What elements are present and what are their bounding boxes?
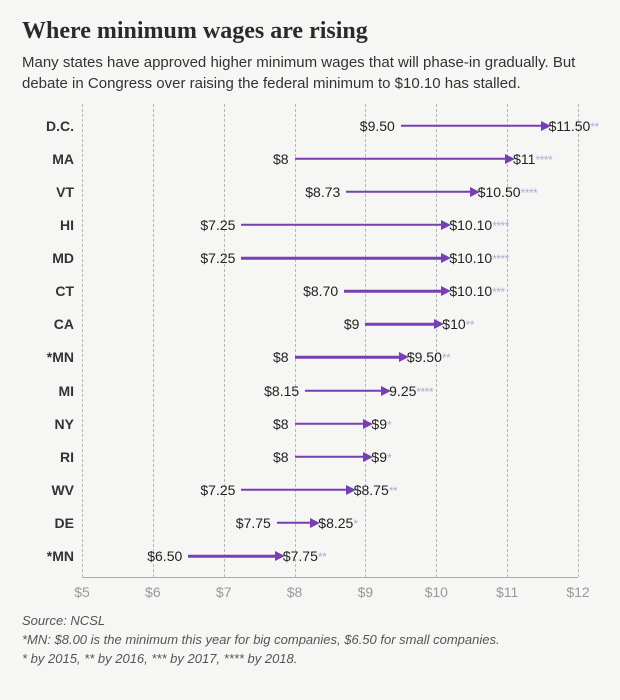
x-tick-label: $6 [145,584,161,600]
end-value-label: $9* [365,416,391,432]
row-state-label: MA [22,151,74,167]
start-value-label: $8 [273,151,295,167]
end-value-label: $9* [365,449,391,465]
end-value-label: $9.50** [401,349,450,365]
grid-line [578,104,579,577]
arrow-line [346,191,471,194]
arrow-line [277,522,312,525]
start-value-label: $7.25 [200,217,241,233]
arrow-line [401,124,543,127]
end-value-label: $10.10*** [443,283,504,299]
data-row: MI$8.159.25**** [82,374,578,407]
row-state-label: MD [22,250,74,266]
row-state-label: DE [22,515,74,531]
start-value-label: $8 [273,416,295,432]
arrow-line [241,257,443,260]
end-value-label: $8.25* [312,515,357,531]
data-row: *MN$6.50$7.75** [82,540,578,573]
arrow-line [295,422,366,425]
footer-source: Source: NCSL [22,612,598,631]
start-value-label: $7.25 [200,250,241,266]
arrow-line [365,323,436,326]
x-tick-label: $7 [216,584,232,600]
x-tick-label: $8 [287,584,303,600]
row-state-label: NY [22,416,74,432]
row-state-label: CT [22,283,74,299]
data-row: RI$8$9* [82,440,578,473]
data-row: MA$8$11**** [82,142,578,175]
row-state-label: *MN [22,548,74,564]
data-row: DE$7.75$8.25* [82,506,578,539]
arrow-line [295,456,366,459]
x-axis: $5$6$7$8$9$10$11$12 [82,580,578,604]
row-state-label: VT [22,184,74,200]
arrow-line [295,158,508,161]
data-row: *MN$8$9.50** [82,341,578,374]
data-row: NY$8$9* [82,407,578,440]
start-value-label: $8.70 [303,283,344,299]
start-value-label: $8 [273,449,295,465]
x-tick-label: $5 [74,584,90,600]
data-row: WV$7.25$8.75** [82,473,578,506]
row-state-label: HI [22,217,74,233]
data-row: MD$7.25$10.10**** [82,242,578,275]
data-row: D.C.$9.50$11.50** [82,109,578,142]
row-state-label: D.C. [22,118,74,134]
chart-container: Where minimum wages are rising Many stat… [0,0,620,681]
data-row: CA$9$10** [82,308,578,341]
data-row: CT$8.70$10.10*** [82,275,578,308]
chart-footer: Source: NCSL *MN: $8.00 is the minimum t… [22,612,598,669]
end-value-label: $10.10**** [443,250,509,266]
start-value-label: $8 [273,349,295,365]
chart-title: Where minimum wages are rising [22,18,598,45]
footer-note-mn: *MN: $8.00 is the minimum this year for … [22,631,598,650]
end-value-label: 9.25**** [383,383,433,399]
end-value-label: $11**** [507,151,552,167]
arrow-line [241,224,443,227]
end-value-label: $11.50** [543,118,599,134]
start-value-label: $8.15 [264,383,305,399]
row-state-label: CA [22,316,74,332]
footer-note-stars: * by 2015, ** by 2016, *** by 2017, ****… [22,650,598,669]
start-value-label: $7.25 [200,482,241,498]
plot-area: D.C.$9.50$11.50**MA$8$11****VT$8.73$10.5… [82,104,578,578]
x-tick-label: $9 [358,584,374,600]
arrow-line [344,290,443,293]
end-value-label: $10.10**** [443,217,509,233]
chart-subtitle: Many states have approved higher minimum… [22,53,598,94]
row-state-label: WV [22,482,74,498]
row-state-label: MI [22,383,74,399]
end-value-label: $10** [436,316,474,332]
end-value-label: $8.75** [348,482,397,498]
x-tick-label: $10 [425,584,448,600]
row-state-label: RI [22,449,74,465]
start-value-label: $6.50 [147,548,188,564]
start-value-label: $7.75 [236,515,277,531]
end-value-label: $10.50**** [472,184,538,200]
row-state-label: *MN [22,349,74,365]
arrow-line [188,555,277,558]
data-row: VT$8.73$10.50**** [82,175,578,208]
x-tick-label: $12 [566,584,589,600]
end-value-label: $7.75** [277,548,326,564]
arrow-chart: D.C.$9.50$11.50**MA$8$11****VT$8.73$10.5… [22,104,598,604]
data-row: HI$7.25$10.10**** [82,208,578,241]
start-value-label: $9 [344,316,366,332]
x-tick-label: $11 [496,584,518,600]
arrow-line [295,356,401,359]
arrow-line [305,389,383,392]
start-value-label: $8.73 [305,184,346,200]
arrow-line [241,489,347,492]
start-value-label: $9.50 [360,118,401,134]
